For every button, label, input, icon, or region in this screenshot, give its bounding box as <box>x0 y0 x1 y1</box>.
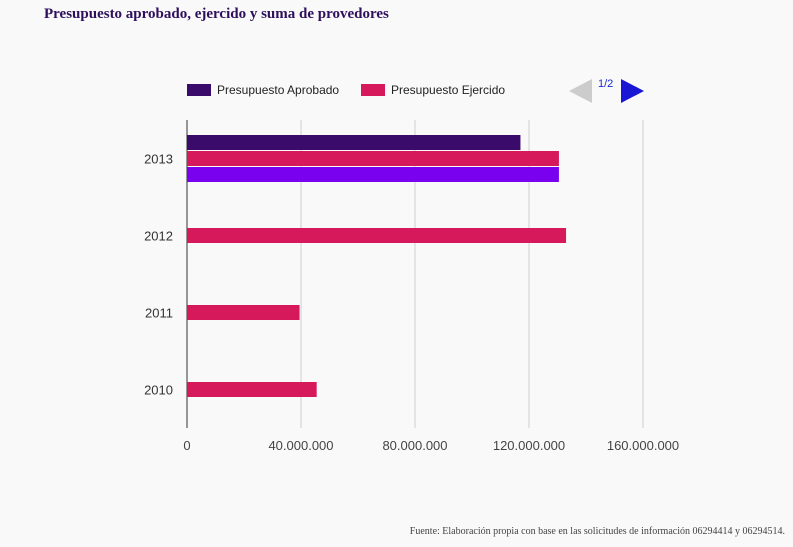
y-tick-label: 2012 <box>144 229 173 244</box>
y-tick-label: 2011 <box>145 306 173 321</box>
bar[interactable] <box>187 382 317 397</box>
bar[interactable] <box>187 228 567 243</box>
next-page-icon[interactable] <box>620 78 646 104</box>
source-note: Fuente: Elaboración propia con base en l… <box>409 526 785 537</box>
legend-item-aprobado[interactable]: Presupuesto Aprobado <box>187 83 339 97</box>
page-indicator: 1/2 <box>598 78 614 90</box>
legend-label-aprobado: Presupuesto Aprobado <box>217 83 340 97</box>
x-tick-label: 0 <box>183 438 190 453</box>
bar[interactable] <box>187 167 559 182</box>
legend-swatch-ejercido <box>361 84 385 96</box>
previous-page-icon[interactable] <box>568 78 594 104</box>
y-tick-label: 2010 <box>144 383 173 398</box>
legend-item-ejercido[interactable]: Presupuesto Ejercido <box>361 83 505 97</box>
bar[interactable] <box>187 305 300 320</box>
y-tick-label: 2013 <box>144 152 173 167</box>
chart-title: Presupuesto aprobado, ejercido y suma de… <box>44 6 389 22</box>
legend-label-ejercido: Presupuesto Ejercido <box>391 83 506 97</box>
legend-swatch-aprobado <box>187 84 211 96</box>
x-tick-label: 120.000.000 <box>493 438 565 453</box>
bar[interactable] <box>187 151 559 166</box>
legend-pager: 1/2 <box>568 78 648 106</box>
bar[interactable] <box>187 135 521 150</box>
x-tick-label: 160.000.000 <box>607 438 679 453</box>
x-tick-label: 40.000.000 <box>268 438 333 453</box>
x-tick-label: 80.000.000 <box>382 438 447 453</box>
